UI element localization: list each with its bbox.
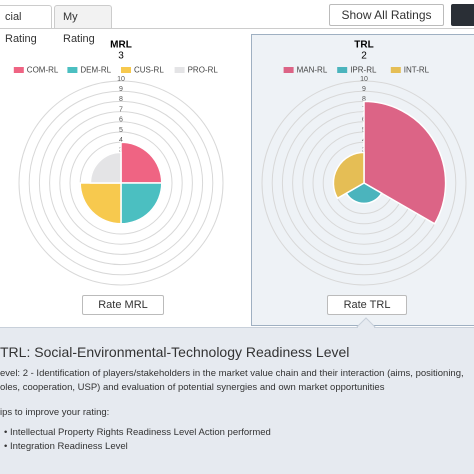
tab-rule xyxy=(0,28,474,29)
show-all-button[interactable]: Show All Ratings xyxy=(329,4,444,26)
r-tick-label: 8 xyxy=(119,96,123,103)
legend-label: PRO-RL xyxy=(188,66,219,75)
info-panel: TRL: Social-Environmental-Technology Rea… xyxy=(0,327,474,474)
r-tick-label: 9 xyxy=(119,86,123,93)
grid-ring xyxy=(59,121,183,245)
tab[interactable]: cial Rating xyxy=(0,5,52,45)
info-title: TRL: Social-Environmental-Technology Rea… xyxy=(0,344,350,360)
grid-ring xyxy=(28,90,214,276)
info-line: oles, cooperation, USP) and evaluation o… xyxy=(0,382,385,393)
chart-subtitle: 3 xyxy=(118,51,124,62)
legend-label: CUS-RL xyxy=(134,66,164,75)
grid-ring xyxy=(100,162,142,204)
tab[interactable]: My Rating xyxy=(54,5,112,45)
tip-text: Intellectual Property Rights Readiness L… xyxy=(9,427,271,438)
rate-button[interactable]: Rate TRL xyxy=(327,295,407,315)
tip: • Integration Readiness Level xyxy=(4,441,128,452)
grid-ring xyxy=(18,80,224,286)
grid-ring xyxy=(49,111,193,255)
sector xyxy=(120,182,163,225)
r-tick-label: 4 xyxy=(119,137,123,144)
r-tick-label: 5 xyxy=(119,127,123,134)
chart-title: MRL xyxy=(110,40,132,51)
legend-swatch xyxy=(174,67,185,73)
sector xyxy=(120,141,163,184)
selected-panel xyxy=(251,34,474,326)
r-tick-label: 7 xyxy=(119,106,123,113)
grid-ring xyxy=(79,141,163,225)
tips-title: ips to improve your rating: xyxy=(0,407,110,418)
dark-button[interactable] xyxy=(451,4,474,26)
legend-swatch xyxy=(121,67,131,73)
r-tick-label: 1 xyxy=(119,168,123,175)
r-tick-label: 6 xyxy=(119,117,123,124)
tip: • Intellectual Property Rights Readiness… xyxy=(4,427,271,438)
grid-ring xyxy=(69,131,173,235)
tip-text: Integration Readiness Level xyxy=(9,441,128,452)
legend-label: DEM-RL xyxy=(80,66,111,75)
grid-ring xyxy=(110,172,132,194)
sector xyxy=(89,151,122,184)
grid-ring xyxy=(89,151,153,215)
legend-label: COM-RL xyxy=(27,66,59,75)
legend-swatch xyxy=(67,67,78,73)
legend-swatch xyxy=(13,67,24,73)
grid-ring xyxy=(38,100,204,266)
r-tick-label: 2 xyxy=(119,157,123,164)
r-tick-label: 10 xyxy=(117,76,125,83)
sector xyxy=(79,182,122,225)
info-line: evel: 2 - Identification of players/stak… xyxy=(0,368,464,379)
rate-button[interactable]: Rate MRL xyxy=(82,295,164,315)
r-tick-label: 3 xyxy=(119,147,123,154)
